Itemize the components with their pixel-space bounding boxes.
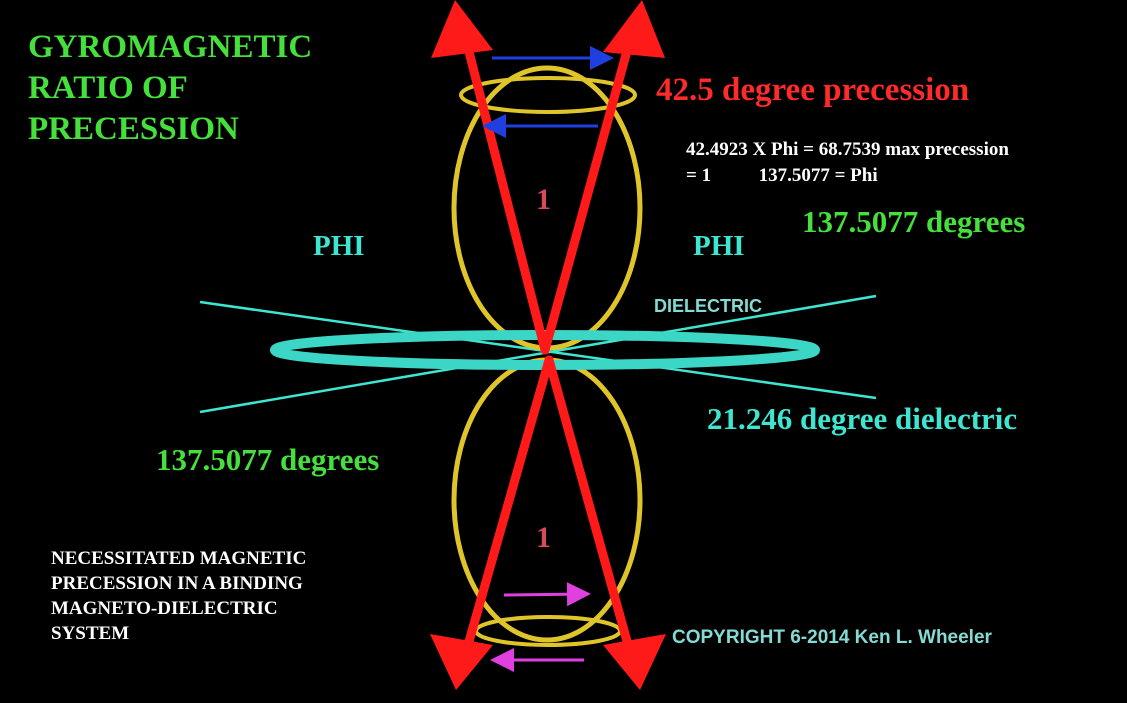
precession-arrow-lower-right — [544, 355, 666, 690]
note-line: PRECESSION IN A BINDING — [51, 573, 303, 594]
dielectric-label: DIELECTRIC — [654, 296, 762, 316]
note-line: NECESSITATED MAGNETIC — [51, 548, 307, 569]
dielectric-angle-label: 21.246 degree dielectric — [707, 401, 1018, 436]
phi-label-left: PHI — [313, 230, 365, 262]
dielectric-plane-line-b — [199, 294, 877, 414]
phi-label-right: PHI — [693, 230, 745, 262]
angle-label-left: 137.5077 degrees — [156, 442, 380, 477]
title-line: PRECESSION — [28, 111, 239, 147]
note-line: MAGNETO-DIELECTRIC — [51, 598, 278, 619]
dielectric-plane-line-a — [199, 300, 877, 400]
note-line: SYSTEM — [51, 623, 130, 644]
phi-formula-line-2: = 1 137.5077 = Phi — [686, 165, 878, 186]
system-note: NECESSITATED MAGNETIC PRECESSION IN A BI… — [51, 546, 391, 646]
title-line: RATIO OF — [28, 70, 188, 106]
unit-label-bottom: 1 — [536, 521, 551, 554]
title-line: GYROMAGNETIC — [28, 29, 313, 65]
precession-arrow-upper-right — [540, 0, 665, 355]
angle-label-right: 137.5077 degrees — [802, 204, 1026, 239]
unit-label-top: 1 — [536, 183, 551, 216]
precession-arrow-lower-left — [430, 355, 554, 690]
precession-angle-label: 42.5 degree precession — [656, 72, 970, 108]
rotation-arrow-bottom-right — [503, 582, 591, 607]
top-precession-ring — [459, 76, 637, 114]
copyright-notice: COPYRIGHT 6-2014 Ken L. Wheeler — [672, 627, 992, 648]
diagram-title: GYROMAGNETIC RATIO OF PRECESSION — [28, 27, 358, 150]
precession-arrow-upper-left — [431, 0, 550, 355]
phi-formula-line-1: 42.4923 X Phi = 68.7539 max precession — [686, 139, 1009, 160]
